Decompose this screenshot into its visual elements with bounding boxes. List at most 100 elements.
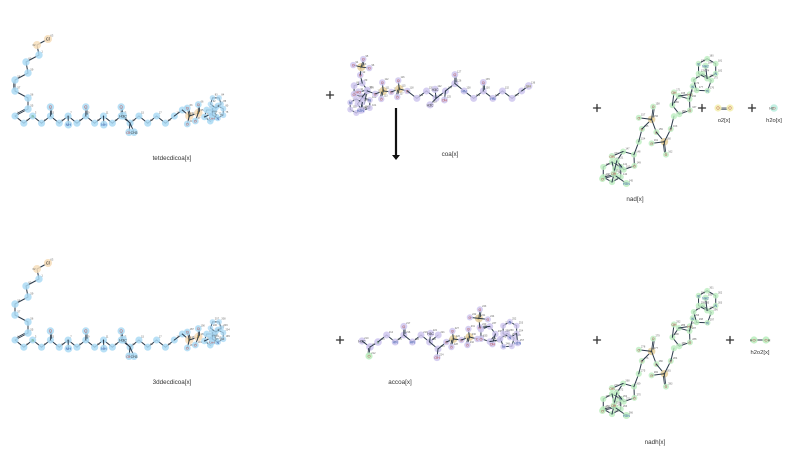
svg-text:244: 244 — [490, 315, 495, 318]
svg-text:162: 162 — [668, 150, 673, 153]
svg-text:182: 182 — [718, 69, 723, 72]
svg-text:165: 165 — [681, 92, 686, 95]
svg-text:187: 187 — [190, 328, 195, 331]
svg-text:269: 269 — [636, 382, 641, 385]
svg-text:220: 220 — [432, 338, 437, 341]
svg-text:293: 293 — [695, 314, 700, 317]
svg-text:O: O — [186, 346, 189, 351]
svg-text:O: O — [381, 81, 384, 85]
svg-text:N: N — [509, 320, 512, 324]
svg-text:HN: HN — [490, 97, 496, 101]
svg-text:280: 280 — [659, 360, 664, 363]
svg-text:O: O — [197, 102, 200, 107]
svg-text:301: 301 — [709, 287, 714, 290]
svg-text:O: O — [194, 343, 197, 348]
svg-text:O: O — [469, 316, 472, 320]
svg-text:190: 190 — [201, 324, 206, 327]
svg-text:H3C: H3C — [432, 88, 439, 92]
svg-text:N: N — [368, 99, 371, 103]
svg-text:102: 102 — [353, 105, 358, 108]
svg-text:253: 253 — [519, 322, 524, 325]
svg-text:147: 147 — [625, 147, 630, 150]
svg-text:101: 101 — [372, 104, 377, 107]
svg-text:237: 237 — [492, 322, 497, 325]
svg-text:109: 109 — [370, 87, 375, 90]
svg-text:243: 243 — [482, 305, 487, 308]
svg-text:O: O — [633, 164, 636, 168]
svg-text:NH: NH — [101, 346, 107, 351]
svg-text:O: O — [689, 109, 692, 113]
svg-text:224: 224 — [439, 353, 444, 356]
svg-text:299: 299 — [701, 301, 706, 304]
svg-text:275: 275 — [641, 370, 646, 373]
svg-text:270: 270 — [637, 394, 642, 397]
svg-text:254: 254 — [519, 329, 524, 332]
svg-text:230: 230 — [472, 333, 477, 336]
svg-text:OH: OH — [609, 155, 615, 159]
svg-text:O: O — [402, 324, 405, 329]
svg-text:113: 113 — [384, 95, 389, 98]
svg-text:248: 248 — [506, 342, 511, 345]
svg-text:O: O — [466, 344, 469, 348]
svg-text:209: 209 — [223, 324, 228, 327]
svg-text:272: 272 — [619, 389, 624, 392]
svg-text:O: O — [396, 96, 399, 100]
svg-text:154: 154 — [641, 138, 646, 141]
svg-text:OH: OH — [609, 387, 615, 391]
svg-text:OH: OH — [611, 172, 617, 176]
svg-text:117: 117 — [400, 93, 405, 96]
svg-text:H2N: H2N — [514, 342, 521, 346]
svg-text:218: 218 — [415, 338, 420, 341]
svg-text:O: O — [633, 396, 636, 400]
svg-text:S: S — [31, 114, 34, 119]
svg-text:177: 177 — [699, 86, 704, 89]
svg-text:129: 129 — [476, 94, 481, 97]
svg-text:O: O — [482, 81, 485, 85]
svg-text:227: 227 — [455, 327, 460, 330]
svg-text:H2N: H2N — [623, 414, 630, 418]
svg-text:215: 215 — [398, 338, 403, 341]
svg-text:H3C: H3C — [427, 332, 434, 336]
svg-text:163: 163 — [673, 125, 678, 128]
svg-text:O: O — [652, 105, 655, 109]
svg-text:h2o2[x]: h2o2[x] — [750, 350, 769, 356]
svg-text:157: 157 — [641, 114, 646, 117]
svg-text:CH3: CH3 — [131, 355, 138, 359]
svg-text:O: O — [352, 64, 355, 68]
svg-text:303: 303 — [718, 301, 723, 304]
svg-text:3ddecdicoa[x]: 3ddecdicoa[x] — [153, 379, 192, 386]
svg-text:O: O — [197, 326, 200, 331]
svg-text:292: 292 — [676, 320, 681, 323]
svg-text:CH3: CH3 — [131, 131, 138, 135]
svg-text:OH: OH — [442, 99, 448, 103]
svg-text:265: 265 — [605, 407, 610, 410]
svg-text:NH2: NH2 — [702, 296, 709, 300]
svg-text:158: 158 — [655, 102, 660, 105]
svg-text:277: 277 — [654, 347, 659, 350]
svg-text:SH: SH — [526, 85, 532, 89]
svg-text:241: 241 — [481, 314, 486, 317]
svg-text:H2N: H2N — [357, 109, 365, 113]
svg-text:N: N — [509, 336, 512, 340]
svg-text:178: 178 — [701, 69, 706, 72]
svg-text:accoa[x]: accoa[x] — [388, 379, 412, 386]
svg-text:nadh[x]: nadh[x] — [645, 439, 666, 446]
svg-text:nad[x]: nad[x] — [626, 196, 643, 203]
svg-text:274: 274 — [616, 401, 621, 404]
svg-text:176: 176 — [710, 87, 715, 90]
svg-text:OH: OH — [671, 323, 677, 327]
svg-text:169: 169 — [675, 101, 680, 104]
svg-text:O: O — [380, 98, 383, 102]
svg-text:O: O — [637, 116, 640, 120]
svg-text:175: 175 — [714, 76, 719, 79]
svg-text:289: 289 — [682, 342, 687, 345]
svg-text:NH: NH — [66, 122, 72, 127]
svg-text:214: 214 — [389, 331, 394, 334]
svg-text:250: 250 — [509, 329, 514, 332]
svg-text:O: O — [652, 337, 655, 341]
svg-text:221: 221 — [441, 331, 446, 334]
svg-text:O: O — [186, 122, 189, 127]
svg-text:201: 201 — [215, 335, 220, 338]
svg-text:N: N — [502, 345, 505, 349]
svg-text:142: 142 — [623, 173, 628, 176]
